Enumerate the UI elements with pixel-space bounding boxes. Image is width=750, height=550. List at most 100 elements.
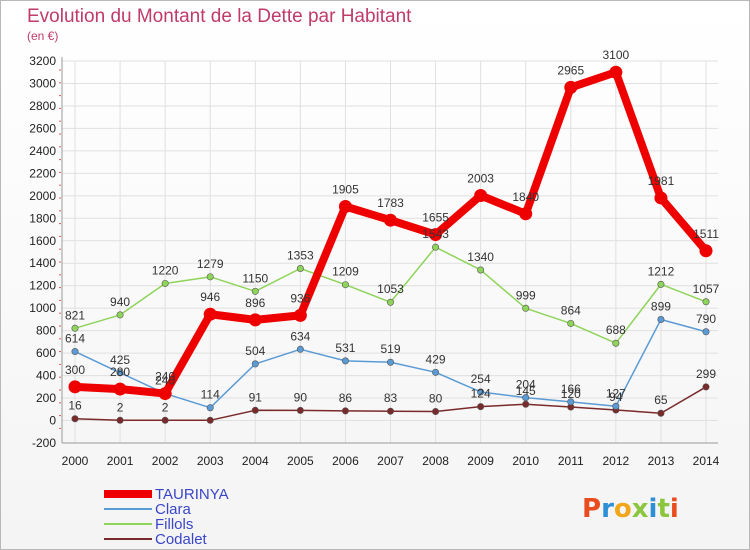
data-point-clara (251, 360, 259, 368)
y-tick-label: 2600 (29, 121, 56, 135)
y-tick-label: 600 (36, 346, 56, 360)
data-label-taurinya: 240 (155, 370, 175, 384)
data-point-taurinya (429, 228, 443, 242)
x-tick-label: 2002 (152, 454, 179, 468)
data-point-codalet (116, 416, 124, 424)
data-point-fillols (432, 243, 440, 251)
data-label-clara: 166 (561, 382, 581, 396)
data-point-clara (657, 316, 665, 324)
data-point-clara (477, 388, 485, 396)
data-point-codalet (657, 409, 665, 417)
data-label-codalet: 16 (68, 399, 82, 413)
data-label-fillols: 1053 (377, 282, 404, 296)
data-label-taurinya: 2003 (467, 171, 494, 185)
data-point-fillols (116, 311, 124, 319)
data-point-clara (432, 368, 440, 376)
data-point-fillols (477, 266, 485, 274)
data-point-codalet (71, 415, 79, 423)
data-label-codalet: 145 (516, 384, 536, 398)
data-label-taurinya: 1655 (422, 211, 449, 225)
data-label-clara: 790 (696, 312, 716, 326)
data-point-codalet (296, 406, 304, 414)
data-label-fillols: 1279 (197, 257, 224, 271)
data-point-taurinya (564, 80, 578, 94)
data-label-taurinya: 1905 (332, 182, 359, 196)
y-tick-label: 2400 (29, 144, 56, 158)
data-label-taurinya: 1840 (512, 190, 539, 204)
data-point-taurinya (519, 207, 533, 221)
data-label-codalet: 65 (654, 393, 668, 407)
data-point-taurinya (248, 313, 262, 327)
data-label-fillols: 999 (516, 288, 536, 302)
data-point-codalet (522, 400, 530, 408)
data-label-fillols: 688 (606, 323, 626, 337)
data-point-taurinya (68, 380, 82, 394)
y-tick-label: 0 (49, 414, 56, 428)
data-label-codalet: 94 (609, 390, 623, 404)
x-tick-label: 2007 (377, 454, 404, 468)
data-label-clara: 519 (380, 342, 400, 356)
data-label-clara: 114 (201, 388, 220, 402)
chart-title: Evolution du Montant de la Dette par Hab… (27, 6, 412, 27)
data-label-taurinya: 896 (245, 296, 265, 310)
legend-label-clara: Clara (155, 501, 192, 518)
data-label-codalet: 2 (117, 400, 124, 414)
data-label-fillols: 1209 (332, 265, 359, 279)
x-tick-label: 2008 (422, 454, 449, 468)
x-tick-label: 2005 (287, 454, 314, 468)
legend-label-taurinya: TAURINYA (155, 486, 229, 503)
data-label-taurinya: 2965 (557, 63, 584, 77)
data-point-codalet (341, 407, 349, 415)
x-tick-label: 2012 (603, 454, 630, 468)
data-label-clara: 204 (516, 378, 536, 392)
data-point-clara (702, 328, 710, 336)
data-label-taurinya: 936 (290, 291, 310, 305)
data-label-taurinya: 280 (110, 365, 130, 379)
data-label-clara: 254 (471, 372, 491, 386)
legend-label-fillols: Fillols (155, 516, 193, 533)
data-point-fillols (296, 265, 304, 273)
y-tick-label: -200 (32, 436, 56, 450)
y-tick-label: 1000 (29, 301, 56, 315)
y-tick-label: 3200 (29, 54, 56, 68)
data-point-codalet (206, 416, 214, 424)
x-tick-label: 2004 (242, 454, 269, 468)
data-label-clara: 429 (426, 352, 446, 366)
data-label-taurinya: 3100 (603, 48, 630, 62)
data-point-clara (522, 394, 530, 402)
data-label-taurinya: 1783 (377, 196, 404, 210)
data-point-fillols (567, 319, 575, 327)
data-point-clara (341, 357, 349, 365)
data-point-taurinya (384, 213, 397, 227)
data-label-clara: 614 (65, 332, 85, 346)
data-label-taurinya: 946 (200, 290, 220, 304)
data-label-taurinya: 1511 (693, 227, 719, 241)
data-point-clara (386, 358, 394, 366)
data-point-fillols (341, 281, 349, 289)
y-tick-label: 1200 (29, 279, 56, 293)
data-label-fillols: 821 (65, 308, 85, 322)
data-label-clara: 504 (245, 344, 265, 358)
data-label-clara: 425 (110, 353, 130, 367)
data-point-codalet (251, 406, 259, 414)
data-point-codalet (161, 416, 169, 424)
data-label-clara: 634 (290, 329, 310, 343)
data-point-taurinya (158, 387, 172, 401)
data-point-fillols (71, 324, 79, 332)
data-point-clara (567, 398, 575, 406)
y-tick-label: 2000 (29, 189, 56, 203)
data-label-taurinya: 300 (65, 363, 85, 377)
chart-subtitle: (en €) (27, 29, 58, 43)
data-label-fillols: 1212 (648, 264, 675, 278)
data-point-clara (206, 404, 214, 412)
data-point-fillols (206, 273, 214, 281)
data-label-clara: 531 (335, 341, 355, 355)
data-label-codalet: 83 (384, 391, 398, 405)
data-point-fillols (522, 304, 530, 312)
data-label-fillols: 1057 (693, 282, 720, 296)
data-point-taurinya (474, 188, 488, 202)
data-label-fillols: 940 (110, 295, 130, 309)
data-point-fillols (386, 298, 394, 306)
data-point-taurinya (113, 382, 127, 396)
